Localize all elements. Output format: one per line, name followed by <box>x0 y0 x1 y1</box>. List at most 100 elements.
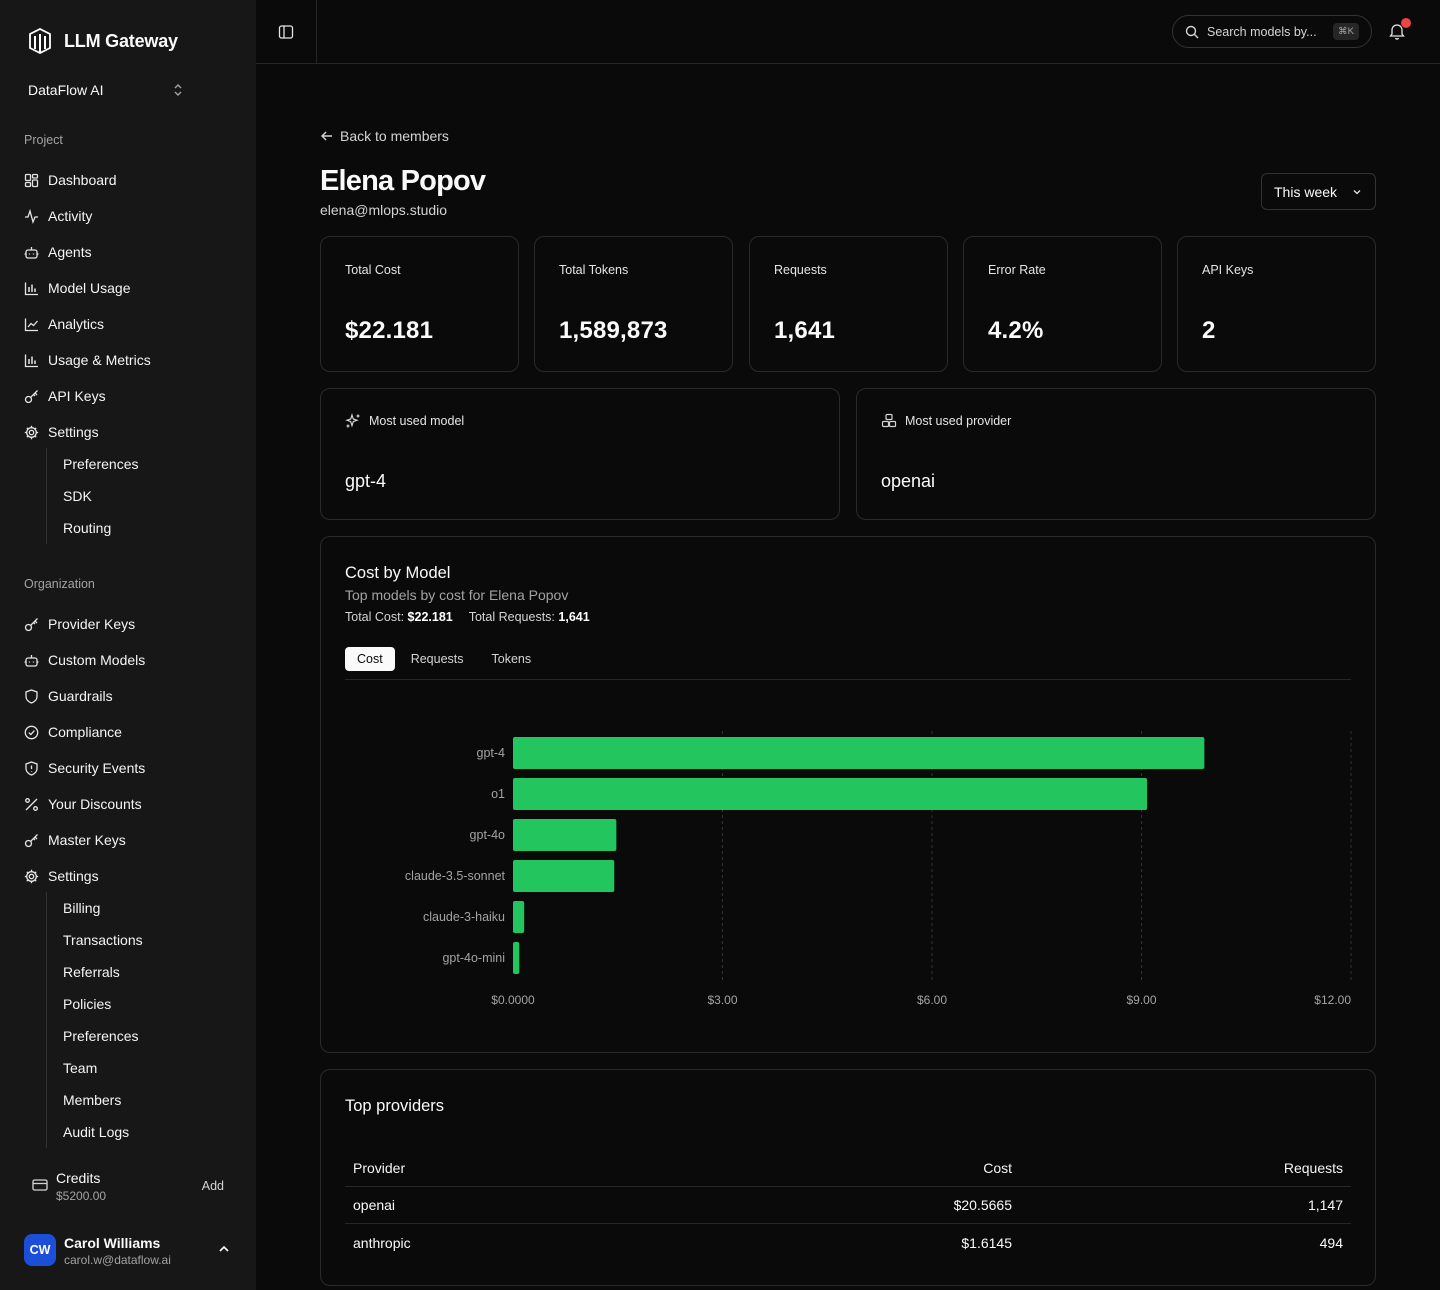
nav-label: Custom Models <box>48 652 146 668</box>
brand[interactable]: LLM Gateway <box>28 28 178 54</box>
project-section-label: Project <box>24 133 63 147</box>
percent-icon <box>24 797 39 812</box>
most-used-provider-card: Most used provider openai <box>856 388 1376 520</box>
table-cell-requests: 494 <box>1319 1234 1343 1251</box>
chevrons-up-down-icon <box>172 82 184 98</box>
chart-metric-tabs: Cost Requests Tokens <box>345 647 543 671</box>
credits-panel: Credits $5200.00 Add <box>24 1166 232 1206</box>
org-settings-team[interactable]: Team <box>63 1060 98 1076</box>
nav-label: Guardrails <box>48 688 113 704</box>
bar-o1 <box>513 778 1148 810</box>
top-providers-table: Provider Cost Requests openai $20.5665 1,147 a… <box>345 1150 1351 1261</box>
most-used-model-label: Most used model <box>369 414 465 428</box>
org-settings-billing[interactable]: Billing <box>63 900 101 916</box>
project-nav-dashboard[interactable]: Dashboard <box>24 168 117 192</box>
org-nav-security-events[interactable]: Security Events <box>24 756 145 780</box>
x-tick-label: $6.00 <box>917 993 947 1007</box>
bell-icon[interactable] <box>1389 22 1407 40</box>
stat-value: 1,589,873 <box>559 317 668 344</box>
stat-label: Total Tokens <box>559 263 629 277</box>
org-nav-your-discounts[interactable]: Your Discounts <box>24 792 142 816</box>
table-cell-provider: anthropic <box>353 1234 411 1251</box>
activity-icon <box>24 208 39 224</box>
org-settings-members[interactable]: Members <box>63 1092 122 1108</box>
bot-icon <box>24 245 39 260</box>
org-settings-preferences[interactable]: Preferences <box>63 1028 139 1044</box>
boxes-icon <box>881 413 897 429</box>
table-cell-cost: $1.6145 <box>961 1234 1012 1251</box>
nav-label: Settings <box>48 868 99 884</box>
stat-label: Error Rate <box>988 263 1046 277</box>
column-header-requests[interactable]: Requests <box>1283 1160 1343 1176</box>
org-settings-tree-line <box>46 892 47 1148</box>
dashboard-icon <box>24 173 39 188</box>
bar-chart-icon <box>24 281 39 296</box>
credit-card-icon <box>32 1178 48 1192</box>
nav-label: Model Usage <box>48 280 131 296</box>
nav-label: Compliance <box>48 724 122 740</box>
org-nav-settings[interactable]: Settings <box>24 864 99 888</box>
table-row[interactable]: anthropic $1.6145 494 <box>345 1224 1351 1261</box>
most-used-provider-value: openai <box>881 471 936 491</box>
org-settings-policies[interactable]: Policies <box>63 996 112 1012</box>
project-nav-agents[interactable]: Agents <box>24 240 92 264</box>
project-nav-activity[interactable]: Activity <box>24 204 92 228</box>
add-credits-button[interactable]: Add <box>201 1179 224 1193</box>
chart-totals: Total Cost: $22.181 Total Requests: 1,64… <box>345 610 590 624</box>
org-nav-guardrails[interactable]: Guardrails <box>24 684 113 708</box>
panel-left-icon <box>278 24 294 40</box>
tab-tokens[interactable]: Tokens <box>491 652 532 666</box>
table-row[interactable]: openai $20.5665 1,147 <box>345 1187 1351 1224</box>
bar-claude-3-haiku <box>513 901 525 933</box>
table-cell-requests: 1,147 <box>1307 1197 1343 1213</box>
category-label: o1 <box>491 787 505 801</box>
bar-claude-3-5-sonnet <box>513 860 615 892</box>
org-nav-master-keys[interactable]: Master Keys <box>24 828 126 852</box>
key-icon <box>24 833 39 848</box>
category-label: gpt-4o <box>470 828 505 842</box>
user-menu[interactable]: CW Carol Williams carol.w@dataflow.ai <box>24 1233 236 1267</box>
stat-card-total-cost: Total Cost $22.181 <box>320 236 519 372</box>
sidebar-toggle-button[interactable] <box>256 0 317 63</box>
search-placeholder: Search models by... <box>1207 24 1317 39</box>
search-input[interactable]: Search models by... ⌘K <box>1172 15 1372 48</box>
stat-card-total-tokens: Total Tokens 1,589,873 <box>534 236 733 372</box>
tab-cost[interactable]: Cost <box>345 647 395 671</box>
project-nav-api-keys[interactable]: API Keys <box>24 384 106 408</box>
org-settings-transactions[interactable]: Transactions <box>63 932 143 948</box>
column-header-cost[interactable]: Cost <box>983 1160 1012 1176</box>
project-nav-model-usage[interactable]: Model Usage <box>24 276 131 300</box>
org-nav-compliance[interactable]: Compliance <box>24 720 122 744</box>
gear-icon <box>24 869 39 884</box>
org-settings-referrals[interactable]: Referrals <box>63 964 120 980</box>
most-used-model-card: Most used model gpt-4 <box>320 388 840 520</box>
back-to-members-link[interactable]: Back to members <box>320 128 449 144</box>
x-tick-label: $0.0000 <box>491 993 535 1007</box>
org-switcher[interactable]: DataFlow AI <box>28 80 184 100</box>
project-nav-usage-and-metrics[interactable]: Usage & Metrics <box>24 348 151 372</box>
project-nav-settings[interactable]: Settings <box>24 420 99 444</box>
bar-gpt-4o-mini <box>513 942 520 974</box>
sidebar: LLM Gateway DataFlow AI Project Dashboar… <box>0 0 256 1290</box>
project-settings-routing[interactable]: Routing <box>63 520 112 536</box>
org-settings-audit-logs[interactable]: Audit Logs <box>63 1124 130 1140</box>
project-settings-tree-line <box>46 448 47 544</box>
table-header-row: Provider Cost Requests <box>345 1150 1351 1187</box>
project-settings-preferences[interactable]: Preferences <box>63 456 139 472</box>
date-range-value: This week <box>1274 183 1338 200</box>
org-nav-custom-models[interactable]: Custom Models <box>24 648 145 672</box>
chevron-up-icon <box>218 1244 230 1254</box>
project-settings-sdk[interactable]: SDK <box>63 488 92 504</box>
chevron-down-icon <box>1351 186 1363 198</box>
key-icon <box>24 617 39 632</box>
cost-by-model-card: Cost by Model Top models by cost for Ele… <box>320 536 1376 1053</box>
search-icon <box>1185 25 1199 39</box>
tabs-divider <box>345 679 1351 680</box>
app-name: LLM Gateway <box>64 30 178 51</box>
date-range-select[interactable]: This week <box>1261 173 1376 210</box>
table-cell-cost: $20.5665 <box>953 1197 1012 1213</box>
project-nav-analytics[interactable]: Analytics <box>24 312 104 336</box>
org-nav-provider-keys[interactable]: Provider Keys <box>24 612 135 636</box>
tab-requests[interactable]: Requests <box>410 652 464 666</box>
column-header-provider[interactable]: Provider <box>353 1160 406 1176</box>
